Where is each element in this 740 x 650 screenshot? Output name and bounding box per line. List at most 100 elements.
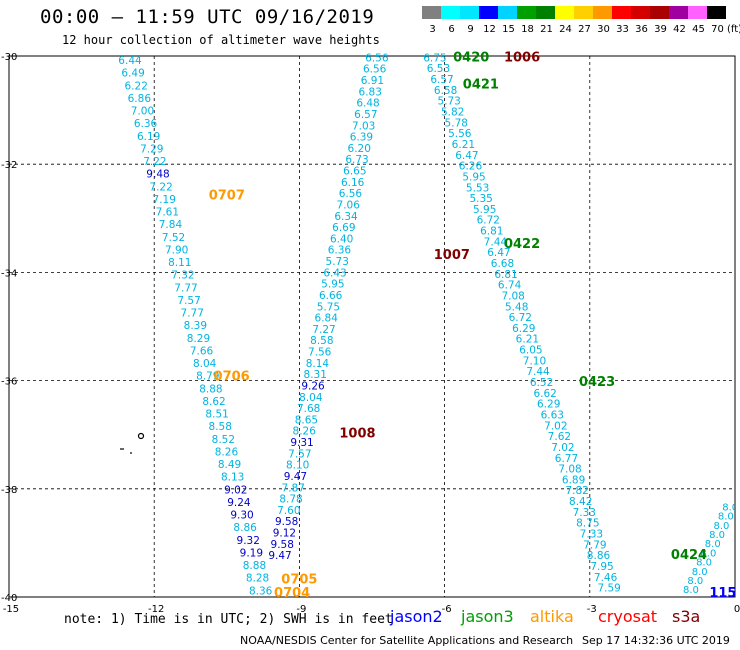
swh-value-track-b: 6.40 [330, 233, 353, 245]
swh-value-track-a: 8.29 [187, 333, 210, 345]
swh-value-track-c: 7.62 [548, 431, 571, 443]
swh-value-track-b: 9.12 [273, 528, 296, 540]
swh-value-track-c: 8.75 [576, 518, 599, 530]
swh-value-track-a: 8.52 [212, 434, 235, 446]
pass-time-label: 0423 [579, 375, 615, 390]
swh-value-track-a: 8.88 [199, 383, 222, 395]
swh-value-track-a: 8.88 [243, 560, 266, 572]
swh-value-track-a: 7.61 [156, 207, 179, 219]
swh-value-track-b: 9.58 [275, 516, 298, 528]
swh-value-track-c: 6.81 [494, 269, 517, 281]
swh-value-track-b: 8.10 [286, 460, 309, 472]
swh-value-track-c: 5.95 [473, 204, 496, 216]
swh-value-track-c: 7.59 [597, 583, 620, 595]
swh-value-track-d: 8.0 [696, 558, 712, 569]
swh-value-track-d: 8.0 [705, 539, 721, 550]
swh-value-track-a: 7.19 [153, 194, 176, 206]
swh-value-track-b: 9.47 [268, 550, 291, 562]
swh-value-track-b: 7.27 [312, 324, 335, 336]
swh-value-track-a: 6.49 [121, 68, 144, 80]
swh-value-track-a: 8.62 [202, 396, 225, 408]
swh-value-track-c: 7.33 [580, 528, 603, 540]
swh-value-track-c: 8.86 [587, 550, 611, 562]
swh-value-track-b: 8.78 [279, 494, 302, 506]
swh-value-track-d: 8.0 [687, 576, 703, 587]
swh-value-track-c: 5.53 [466, 182, 489, 194]
swh-value-track-c: 6.53 [427, 63, 450, 75]
swh-value-track-b: 9.31 [290, 437, 313, 449]
swh-value-track-b: 6.16 [341, 177, 365, 189]
swh-value-track-b: 8.04 [299, 392, 323, 404]
color-swatch [441, 6, 460, 19]
swh-value-track-a: 8.36 [249, 585, 273, 597]
swh-value-track-c: 7.82 [565, 485, 588, 497]
swh-value-track-b: 6.43 [323, 267, 346, 279]
swh-value-track-a: 8.51 [205, 409, 228, 421]
swh-value-track-c: 5.95 [462, 171, 485, 183]
color-swatch [498, 6, 517, 19]
swh-value-track-b: 6.34 [334, 211, 358, 223]
longitude-tick-label: -12 [148, 604, 164, 615]
longitude-tick-label: -6 [442, 604, 452, 615]
swh-value-track-d: 8.0 [692, 567, 708, 578]
swh-value-track-a: 7.22 [143, 156, 166, 168]
latitude-tick-label: -36 [1, 377, 17, 388]
pass-time-label: 0705 [281, 572, 317, 587]
swh-value-track-b: 8.31 [304, 369, 327, 381]
swh-value-track-c: 6.52 [530, 377, 553, 389]
swh-value-track-b: 6.39 [350, 132, 373, 144]
color-scale-label: 18 [521, 24, 534, 35]
swh-value-track-a: 9.30 [230, 510, 253, 522]
latitude-tick-label: -32 [1, 160, 17, 171]
swh-value-track-b: 8.58 [310, 335, 333, 347]
swh-value-track-c: 6.63 [541, 409, 564, 421]
swh-value-track-c: 6.72 [477, 215, 500, 227]
swh-value-track-c: 6.58 [434, 85, 457, 97]
swh-value-track-a: 7.22 [149, 181, 172, 193]
generated-timestamp: Sep 17 14:32:36 UTC 2019 [582, 634, 730, 647]
color-scale-label: 70 [711, 24, 724, 35]
swh-value-track-a: 8.58 [209, 421, 232, 433]
satellite-legend-jason2: jason2 [390, 607, 443, 626]
swh-value-track-c: 6.21 [452, 139, 475, 151]
swh-value-track-a: 7.77 [181, 308, 204, 320]
color-swatch [422, 6, 441, 19]
satellite-legend-altika: altika [530, 607, 574, 626]
color-scale-label: 9 [467, 24, 473, 35]
swh-value-track-b: 8.26 [293, 426, 317, 438]
swh-value-track-a: 7.00 [131, 106, 154, 118]
swh-value-track-c: 8.42 [569, 496, 592, 508]
swh-value-track-d: 8.0 [718, 512, 734, 523]
swh-value-track-c: 6.75 [423, 52, 446, 64]
swh-value-track-a: 8.13 [221, 472, 244, 484]
swh-value-track-c: 7.08 [501, 290, 524, 302]
swh-value-track-c: 6.05 [519, 345, 542, 357]
color-scale-label: 27 [578, 24, 591, 35]
swh-value-track-c: 5.48 [505, 301, 528, 313]
swh-value-track-c: 7.44 [526, 366, 550, 378]
swh-value-track-c: 6.72 [509, 312, 532, 324]
swh-value-track-b: 6.83 [359, 86, 382, 98]
swh-value-track-a: 8.49 [218, 459, 241, 471]
color-scale-label: 42 [673, 24, 686, 35]
swh-value-track-c: 6.29 [537, 399, 560, 411]
latitude-tick-label: -40 [1, 593, 17, 604]
swh-value-track-b: 9.58 [271, 539, 294, 551]
swh-value-track-a: 7.66 [190, 345, 214, 357]
pass-time-label: 0707 [209, 188, 245, 203]
longitude-tick-label: -15 [3, 604, 19, 615]
swh-value-track-c: 6.74 [498, 280, 522, 292]
color-scale-label: 12 [483, 24, 496, 35]
swh-value-track-b: 7.68 [297, 403, 320, 415]
satellite-legend-cryosat: cryosat [598, 607, 658, 626]
swh-value-track-a: 7.32 [171, 270, 194, 282]
pass-time-label: 1008 [339, 426, 375, 441]
swh-value-track-b: 7.03 [352, 120, 375, 132]
color-scale-label: 15 [502, 24, 515, 35]
swh-value-track-a: 7.57 [177, 295, 200, 307]
color-swatch [517, 6, 536, 19]
pass-time-label: 1007 [434, 248, 470, 263]
swh-value-track-a: 9.32 [237, 535, 260, 547]
swh-value-track-a: 8.28 [246, 573, 269, 585]
